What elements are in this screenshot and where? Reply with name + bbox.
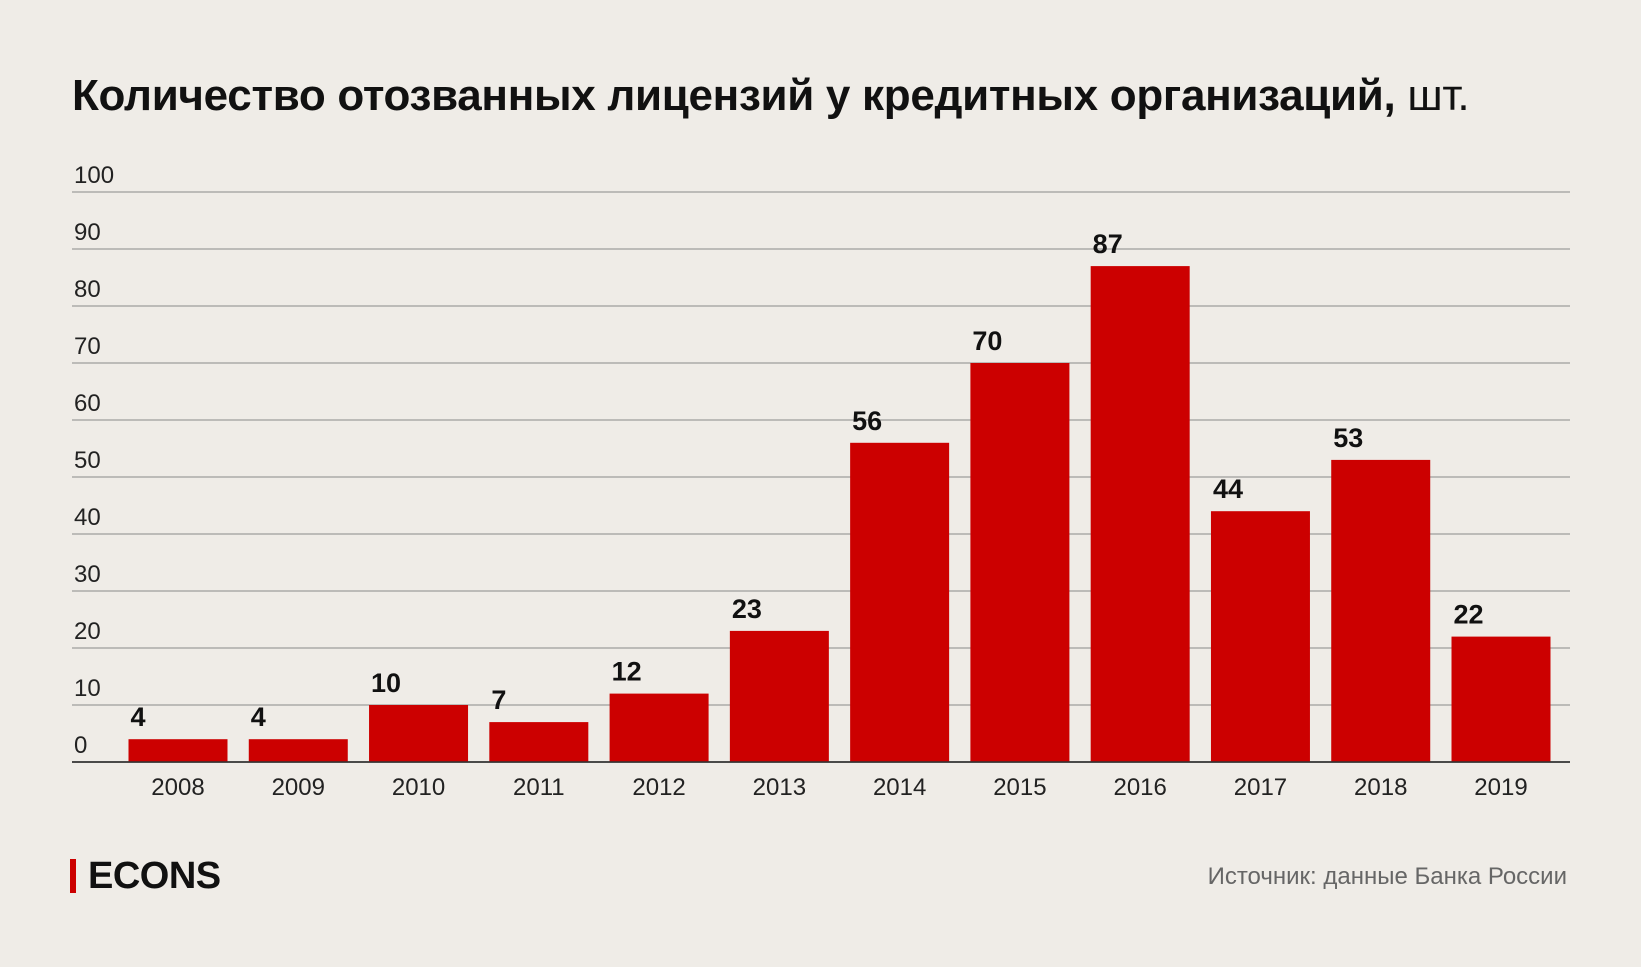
- y-tick-label: 80: [74, 276, 101, 303]
- y-tick-label: 10: [74, 675, 101, 702]
- econs-logo: ECONS: [70, 855, 221, 897]
- y-tick-label: 40: [74, 504, 101, 531]
- x-tick-label: 2008: [151, 774, 204, 801]
- data-label-2008: 4: [131, 702, 146, 732]
- x-tick-label: 2017: [1234, 774, 1287, 801]
- y-axis-ticks: 0 10 20 30 40 50 60 70 80 90 100: [74, 162, 114, 759]
- y-tick-label: 70: [74, 333, 101, 360]
- bar-2016: [1090, 266, 1190, 762]
- x-tick-label: 2016: [1113, 774, 1166, 801]
- x-axis-ticks: 2008 2009 2010 2011 2012 2013 2014 2015 2016 2017…: [72, 761, 1570, 801]
- data-label-2017: 44: [1213, 474, 1243, 504]
- bar-2010: [369, 705, 469, 762]
- data-label-2013: 23: [732, 594, 762, 624]
- data-label-2014: 56: [852, 406, 882, 436]
- logo-text: ECONS: [88, 855, 221, 897]
- data-label-2018: 53: [1333, 423, 1363, 453]
- bar-2012: [609, 693, 709, 762]
- bar-2014: [850, 442, 950, 762]
- data-label-2019: 22: [1454, 600, 1484, 630]
- bar-2017: [1210, 511, 1310, 762]
- bar-2009: [248, 739, 348, 762]
- x-tick-label: 2011: [513, 774, 565, 801]
- bar-2015: [970, 363, 1070, 762]
- x-tick-label: 2009: [272, 774, 325, 801]
- x-tick-label: 2018: [1354, 774, 1407, 801]
- chart-title-main: Количество отозванных лицензий у кредитн…: [72, 71, 1396, 120]
- y-tick-label: 90: [74, 219, 101, 246]
- x-tick-label: 2010: [392, 774, 445, 801]
- y-tick-label: 100: [74, 162, 114, 189]
- bar-2011: [489, 722, 589, 762]
- y-tick-label: 20: [74, 618, 101, 645]
- bars: [128, 266, 1551, 762]
- bar-2013: [729, 630, 829, 762]
- chart-title: Количество отозванных лицензий у кредитн…: [72, 68, 1470, 124]
- bar-2019: [1451, 636, 1551, 762]
- x-tick-label: 2019: [1474, 774, 1527, 801]
- x-tick-label: 2012: [632, 774, 685, 801]
- data-label-2012: 12: [612, 657, 642, 687]
- bar-2008: [128, 739, 228, 762]
- y-tick-label: 60: [74, 390, 101, 417]
- logo-accent-bar: [70, 859, 76, 893]
- x-tick-label: 2015: [993, 774, 1046, 801]
- data-label-2015: 70: [972, 326, 1002, 356]
- chart-title-unit: шт.: [1407, 71, 1470, 120]
- x-tick-label: 2014: [873, 774, 926, 801]
- bar-2018: [1331, 459, 1431, 762]
- y-tick-label: 50: [74, 447, 101, 474]
- y-tick-label: 0: [74, 732, 87, 759]
- data-label-2010: 10: [371, 668, 401, 698]
- y-tick-label: 30: [74, 561, 101, 588]
- source-note: Источник: данные Банка России: [1207, 863, 1567, 890]
- x-tick-label: 2013: [753, 774, 806, 801]
- data-label-2016: 87: [1093, 229, 1123, 259]
- data-label-2011: 7: [491, 685, 506, 715]
- data-label-2009: 4: [251, 702, 266, 732]
